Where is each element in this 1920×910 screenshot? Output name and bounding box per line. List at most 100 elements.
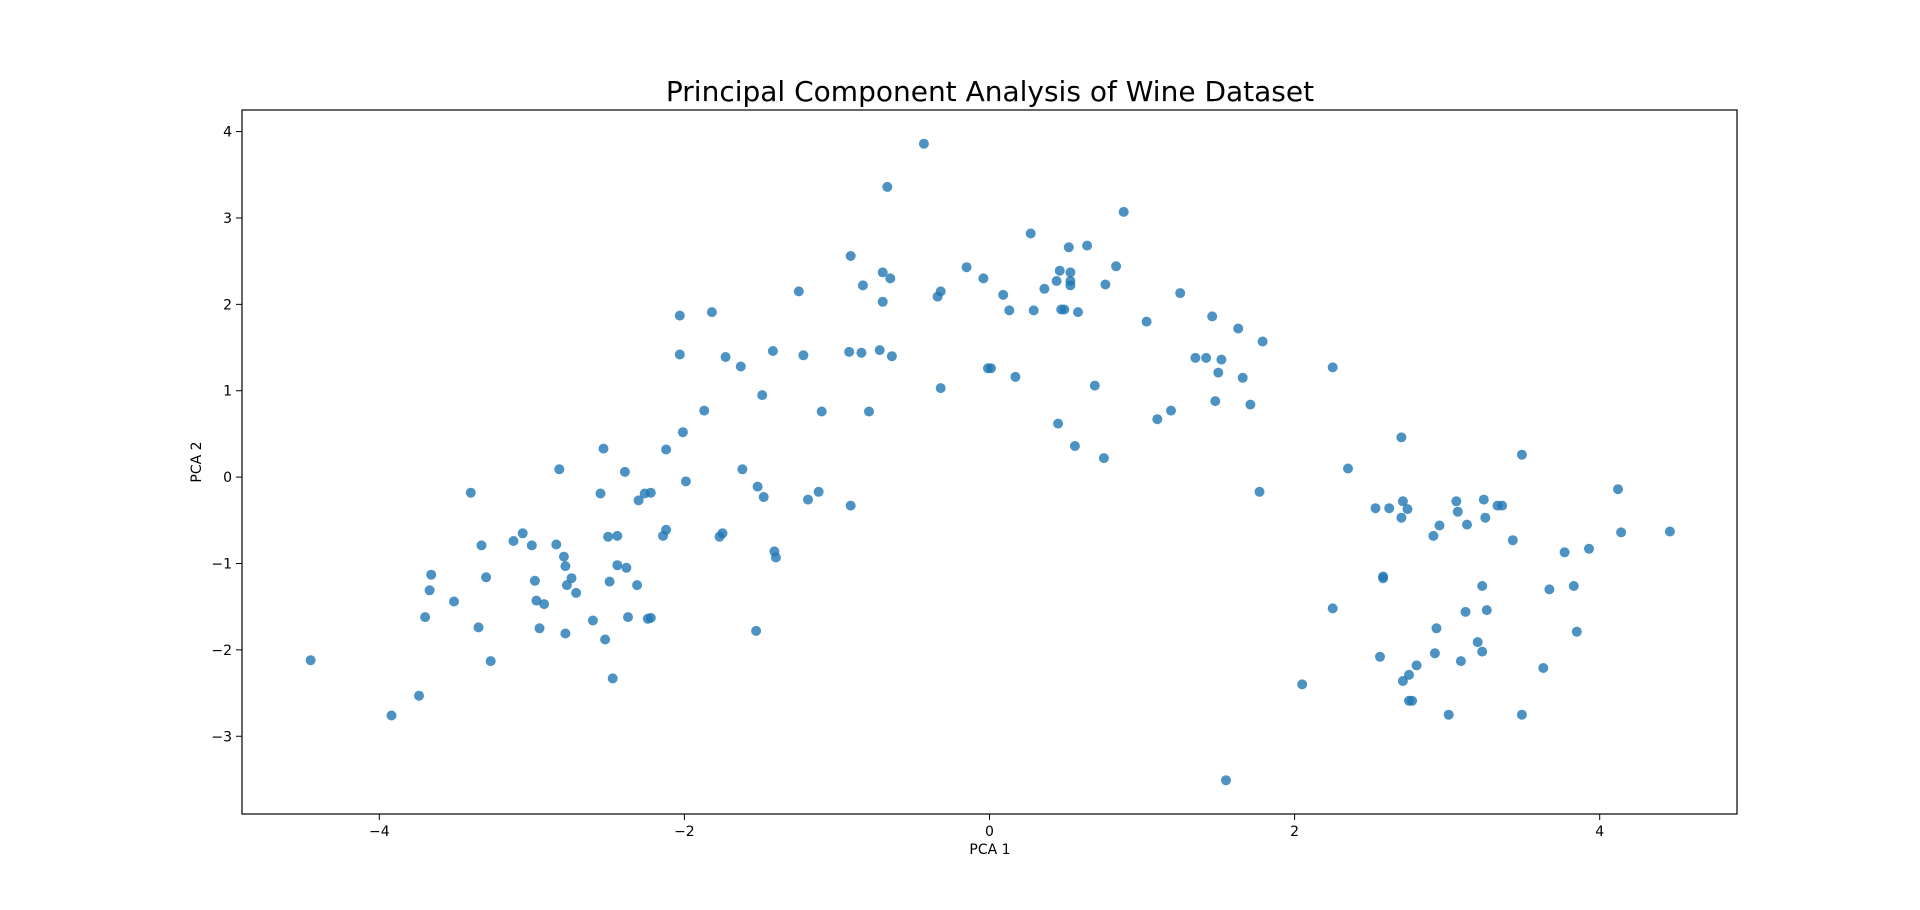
- scatter-point: [757, 390, 768, 401]
- scatter-point: [1327, 603, 1338, 614]
- scatter-point: [844, 346, 855, 357]
- y-axis-label: PCA 2: [189, 441, 205, 482]
- scatter-point: [1516, 709, 1527, 720]
- x-tick-label: −4: [369, 824, 390, 840]
- scatter-point: [1462, 519, 1472, 530]
- scatter-point: [735, 361, 746, 372]
- scatter-point: [874, 345, 885, 356]
- scatter-point: [680, 476, 691, 487]
- y-tick-label: 4: [223, 125, 232, 141]
- scatter-point: [1538, 663, 1549, 673]
- scatter-point: [612, 560, 623, 571]
- scatter-point: [1257, 336, 1268, 347]
- scatter-point: [677, 427, 688, 438]
- scatter-point: [485, 656, 496, 667]
- scatter-point: [1201, 352, 1212, 363]
- scatter-point: [1221, 775, 1231, 786]
- scatter-point: [1065, 267, 1076, 278]
- scatter-point: [1571, 626, 1582, 637]
- scatter-point: [918, 138, 929, 149]
- scatter-point: [803, 494, 813, 505]
- scatter-point: [1082, 240, 1093, 251]
- scatter-point: [674, 310, 685, 321]
- scatter-point: [424, 585, 435, 596]
- y-tick-label: −2: [211, 643, 232, 659]
- scatter-point: [612, 530, 623, 541]
- scatter-point: [720, 352, 731, 362]
- y-tick-label: 1: [223, 384, 232, 400]
- scatter-point: [1544, 584, 1555, 595]
- scatter-point: [1378, 573, 1389, 584]
- scatter-point: [1451, 496, 1462, 507]
- scatter-point: [935, 286, 946, 297]
- scatter-point: [857, 280, 868, 291]
- scatter-point: [1370, 503, 1381, 514]
- scatter-point: [845, 251, 856, 261]
- scatter-point: [1559, 547, 1570, 558]
- scatter-point: [798, 350, 809, 361]
- scatter-point: [560, 628, 571, 639]
- scatter-point: [1616, 527, 1627, 538]
- scatter-point: [1455, 656, 1466, 667]
- scatter-point: [1396, 432, 1407, 443]
- scatter-point: [598, 443, 609, 454]
- scatter-point: [661, 524, 672, 535]
- scatter-point: [1384, 503, 1395, 514]
- scatter-point: [1460, 606, 1471, 617]
- scatter-point: [1480, 512, 1491, 523]
- scatter-point: [717, 528, 728, 539]
- scatter-point: [1411, 660, 1422, 671]
- scatter-point: [1568, 581, 1579, 591]
- scatter-point: [886, 351, 897, 362]
- scatter-point: [604, 576, 615, 587]
- scatter-point: [534, 623, 545, 634]
- scatter-point: [1343, 463, 1353, 474]
- scatter-point: [551, 539, 562, 550]
- scatter-point: [607, 673, 618, 684]
- scatter-point: [1175, 288, 1186, 299]
- points-layer: [305, 138, 1675, 786]
- scatter-point: [1584, 543, 1594, 554]
- scatter-point: [476, 540, 487, 551]
- scatter-point: [1434, 520, 1445, 531]
- scatter-point: [674, 349, 685, 360]
- scatter-point: [1089, 380, 1100, 391]
- scatter-point: [1207, 311, 1218, 322]
- scatter-point: [845, 500, 856, 511]
- scatter-point: [420, 612, 431, 623]
- scatter-point: [877, 267, 888, 278]
- y-tick-label: 2: [223, 297, 232, 313]
- scatter-point: [558, 551, 569, 562]
- scatter-point: [770, 552, 781, 563]
- scatter-point: [1516, 449, 1527, 460]
- y-axis: −3 −2 −1 0 1 2 3 4: [211, 125, 242, 745]
- scatter-point: [473, 622, 484, 633]
- scatter-point: [1477, 646, 1488, 657]
- scatter-point: [767, 346, 778, 356]
- scatter-point: [571, 587, 582, 598]
- scatter-point: [793, 286, 804, 297]
- scatter-point: [1404, 669, 1414, 680]
- scatter-point: [1613, 484, 1623, 495]
- scatter-point: [600, 634, 611, 645]
- scatter-point: [1141, 316, 1152, 327]
- scatter-point: [1039, 283, 1050, 294]
- scatter-point: [1118, 206, 1129, 217]
- scatter-point: [816, 406, 827, 417]
- scatter-point: [1254, 486, 1265, 497]
- scatter-point: [1397, 496, 1408, 507]
- scatter-point: [752, 481, 763, 492]
- scatter-point: [632, 580, 643, 591]
- scatter-point: [935, 383, 946, 394]
- scatter-point: [986, 363, 996, 374]
- scatter-point: [1481, 605, 1492, 616]
- scatter-point: [706, 307, 717, 318]
- x-tick-label: 0: [985, 824, 994, 840]
- scatter-point: [1472, 637, 1483, 648]
- scatter-point: [595, 488, 606, 499]
- scatter-point: [1166, 405, 1176, 416]
- scatter-point: [1111, 261, 1122, 272]
- scatter-point: [1478, 494, 1489, 505]
- scatter-point: [737, 464, 748, 475]
